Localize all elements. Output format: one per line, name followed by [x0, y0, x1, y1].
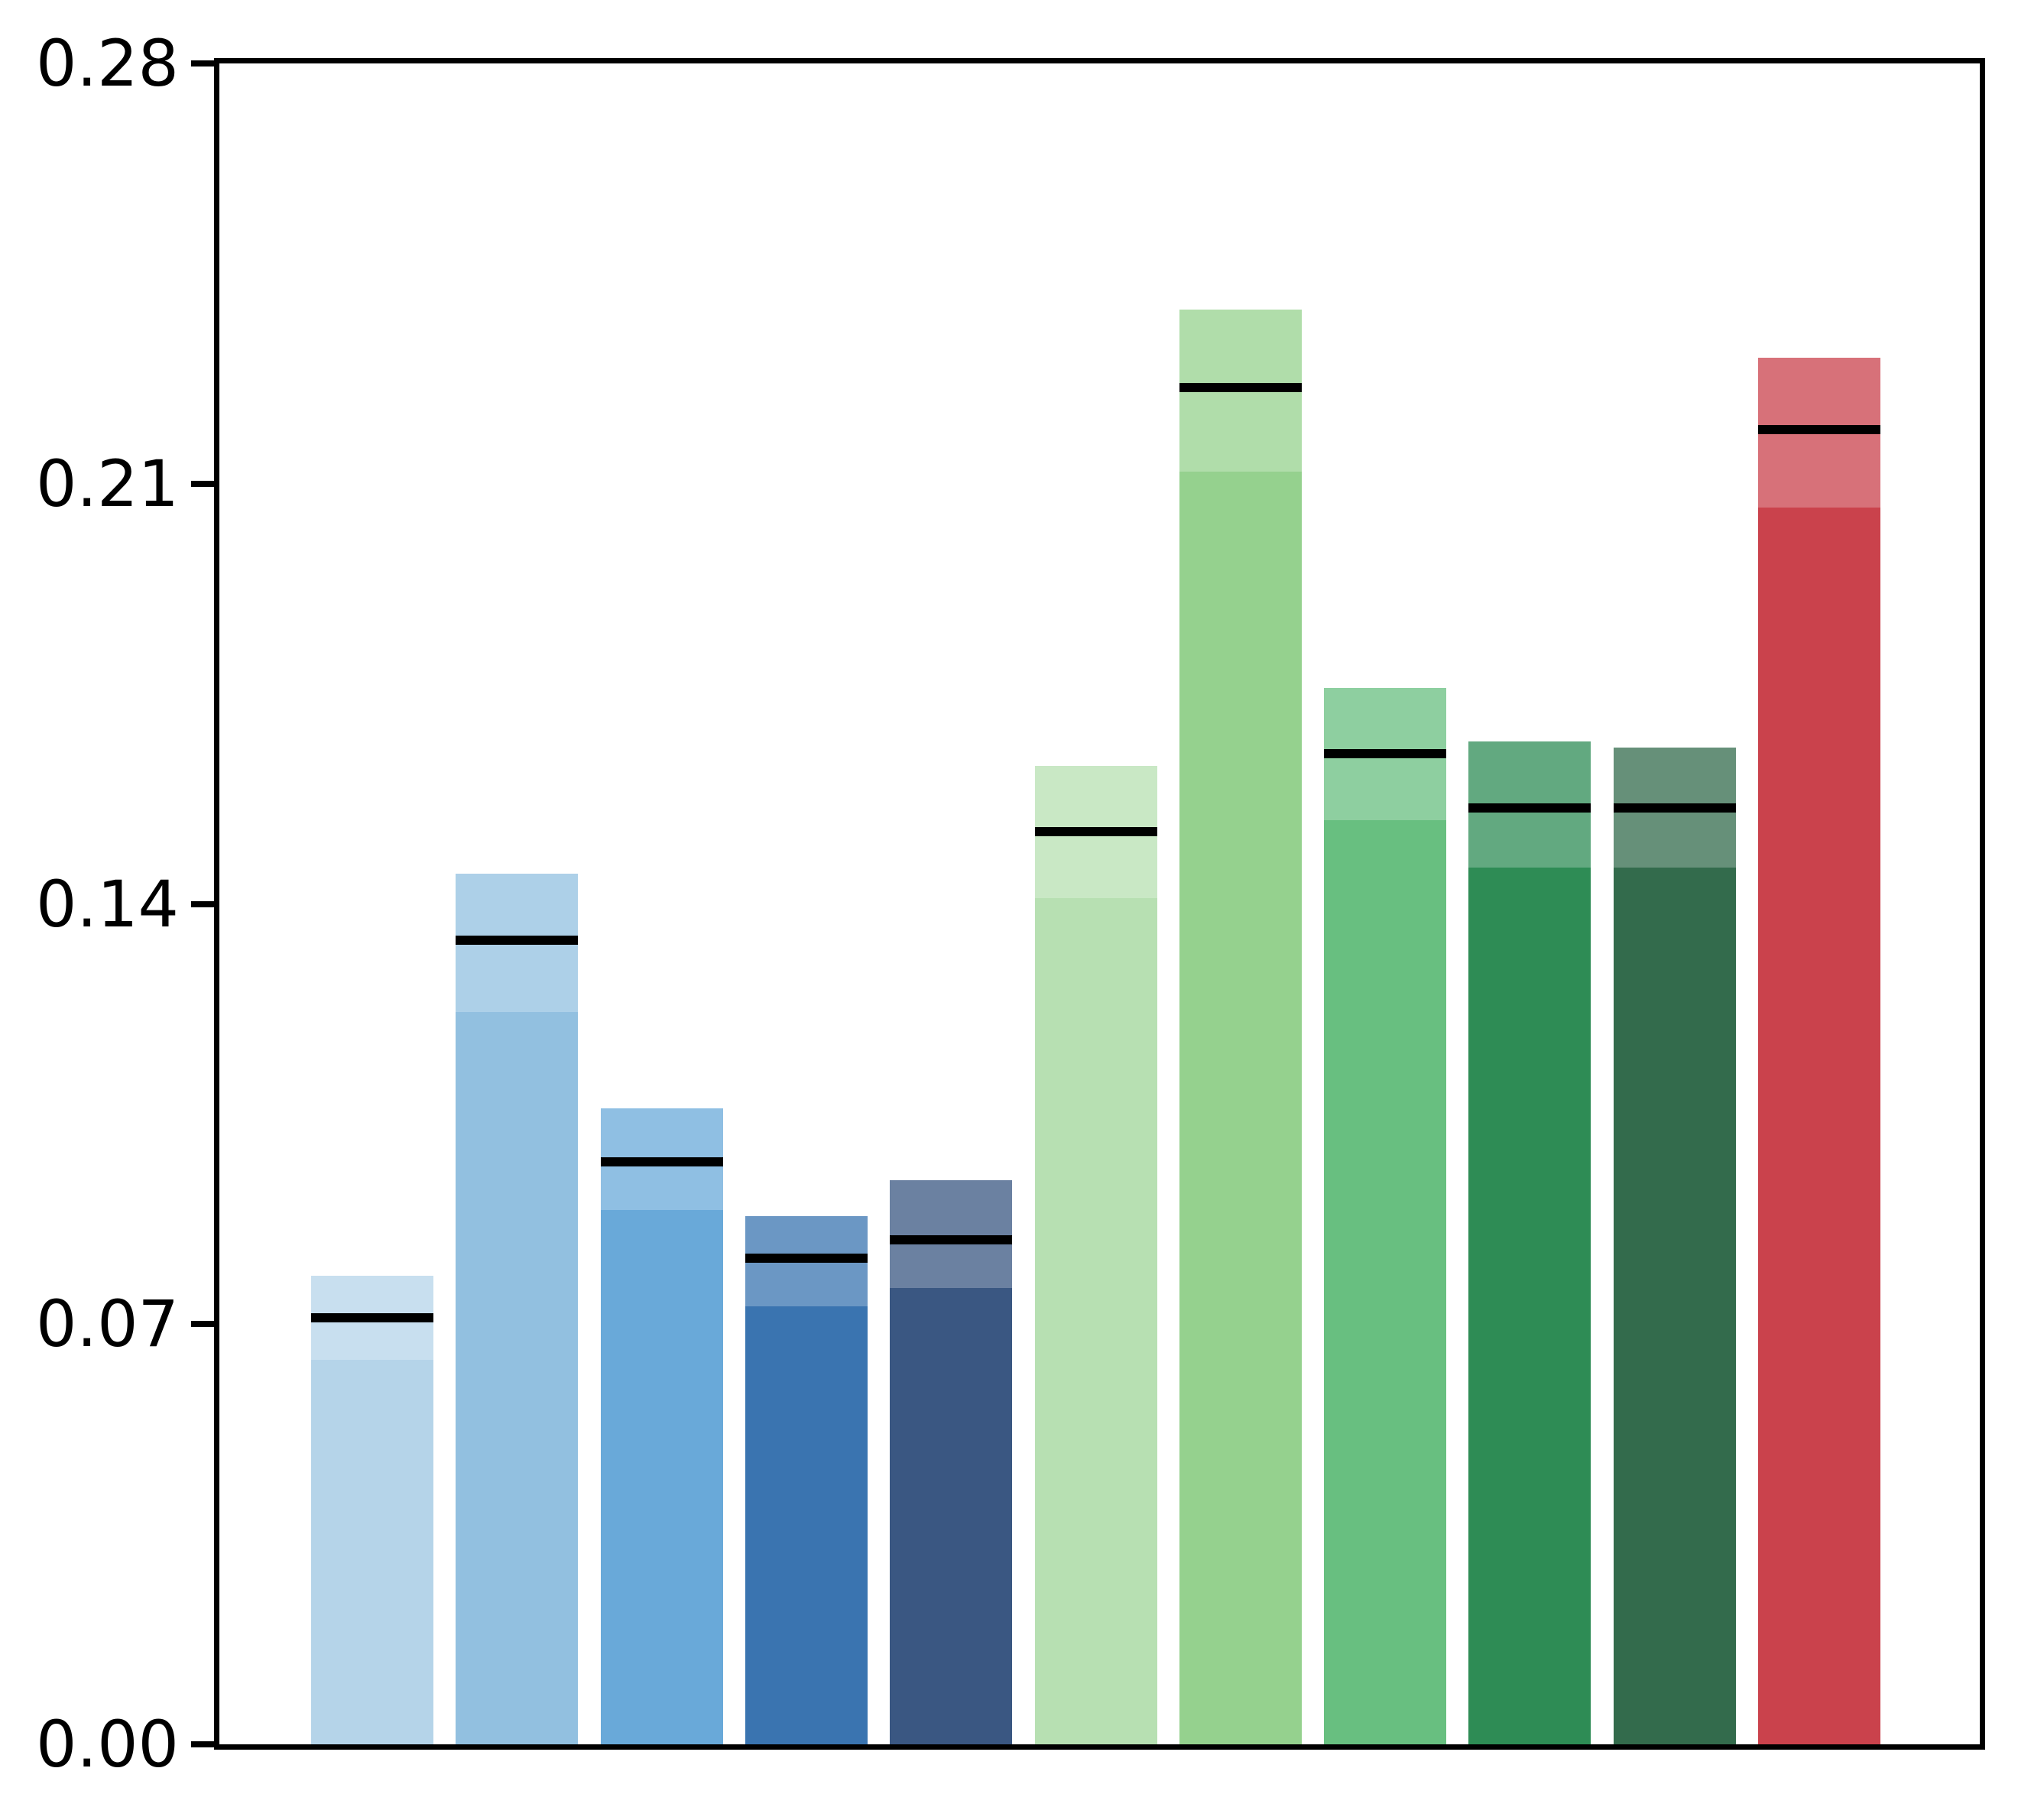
bar-5-mean-line: [890, 1235, 1012, 1244]
bar-4-mean-line: [745, 1254, 868, 1263]
y-tick-mark-0.14: [191, 901, 214, 907]
bar-4-solid-blue: [745, 1306, 868, 1744]
y-tick-mark-0.00: [191, 1741, 214, 1747]
plot-area: [214, 58, 1985, 1750]
bar-10-solid-green: [1614, 868, 1736, 1744]
y-tick-label: 0.14: [35, 867, 179, 942]
bar-11-solid-red: [1758, 508, 1880, 1744]
bar-1-solid-blue: [311, 1360, 433, 1744]
bar-2-solid-blue: [456, 1012, 578, 1744]
y-tick-label: 0.00: [35, 1707, 179, 1782]
bar-8-mean-line: [1324, 749, 1446, 758]
y-tick-label: 0.07: [35, 1286, 179, 1361]
bar-10-mean-line: [1614, 803, 1736, 813]
bar-5-solid-blue: [890, 1288, 1012, 1744]
bar-5-range-blue: [890, 1180, 1012, 1288]
bar-8-solid-green: [1324, 820, 1446, 1744]
y-tick-mark-0.28: [191, 60, 214, 67]
bar-2-mean-line: [456, 936, 578, 945]
bar-11-mean-line: [1758, 425, 1880, 434]
bar-3-solid-blue: [601, 1210, 723, 1744]
y-tick-label: 0.28: [35, 26, 179, 101]
bar-3-mean-line: [601, 1157, 723, 1166]
bar-1-mean-line: [311, 1313, 433, 1322]
bar-6-mean-line: [1035, 827, 1157, 836]
y-tick-mark-0.07: [191, 1321, 214, 1327]
y-tick-label: 0.21: [35, 446, 179, 521]
y-tick-mark-0.21: [191, 481, 214, 487]
bar-9-solid-green: [1468, 868, 1591, 1744]
bar-6-solid-green: [1035, 898, 1157, 1744]
bar-7-mean-line: [1179, 383, 1302, 392]
bar-7-solid-green: [1179, 472, 1302, 1744]
bar-9-mean-line: [1468, 803, 1591, 813]
